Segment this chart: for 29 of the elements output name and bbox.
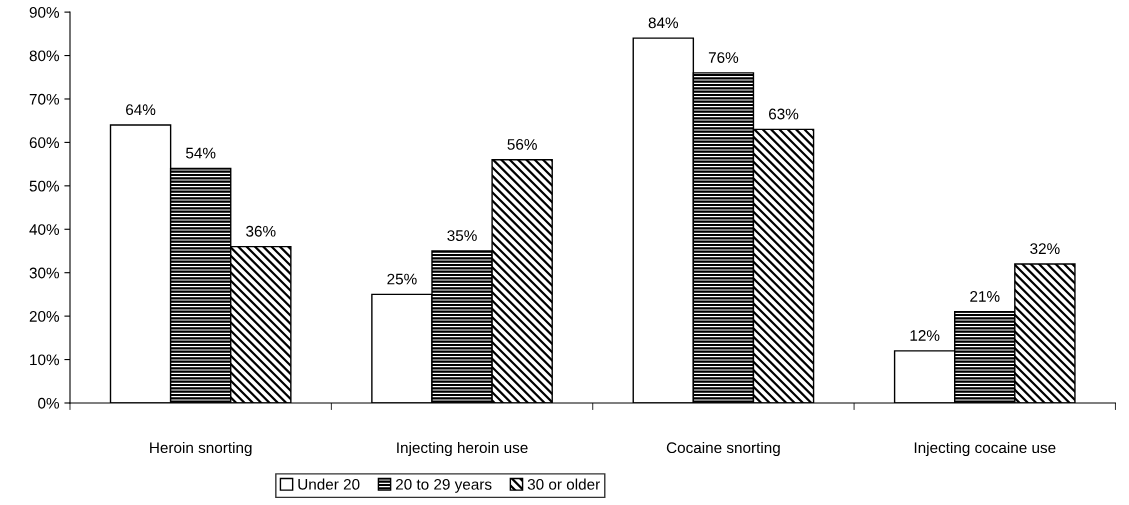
text: 64% bbox=[126, 104, 156, 116]
legend-label: 20 to 29 years bbox=[395, 478, 492, 493]
y-tick-label: 80% bbox=[29, 50, 60, 62]
text: 21% bbox=[970, 291, 1000, 302]
text: 12% bbox=[910, 330, 940, 341]
legend-label: Under 20 bbox=[298, 478, 360, 490]
x-tick-label: Cocaine snorting bbox=[666, 441, 780, 457]
text: 63% bbox=[769, 108, 799, 120]
legend-label: 30 or older bbox=[527, 478, 600, 490]
x-tick-label: Heroin snorting bbox=[150, 441, 252, 457]
text: 36% bbox=[246, 225, 276, 237]
y-tick-label: 60% bbox=[29, 137, 60, 149]
x-tick-label: Injecting heroin use bbox=[397, 441, 528, 457]
text: 35% bbox=[447, 230, 477, 242]
y-tick-label: 50% bbox=[29, 180, 60, 192]
text: 56% bbox=[507, 139, 537, 150]
text: 25% bbox=[387, 273, 417, 285]
text: 54% bbox=[186, 147, 216, 159]
y-tick-label: 20% bbox=[29, 311, 60, 322]
y-tick-label: 0% bbox=[38, 397, 60, 409]
y-tick-label: 90% bbox=[29, 6, 60, 18]
text: 84% bbox=[648, 17, 679, 29]
text: 32% bbox=[1030, 243, 1060, 255]
y-tick-label: 40% bbox=[29, 224, 60, 235]
x-tick-label: Injecting cocaine use bbox=[914, 441, 1056, 457]
y-tick-label: 30% bbox=[29, 267, 60, 279]
y-tick-label: 70% bbox=[29, 93, 60, 105]
text: 76% bbox=[708, 52, 739, 63]
y-tick-label: 10% bbox=[30, 354, 60, 366]
